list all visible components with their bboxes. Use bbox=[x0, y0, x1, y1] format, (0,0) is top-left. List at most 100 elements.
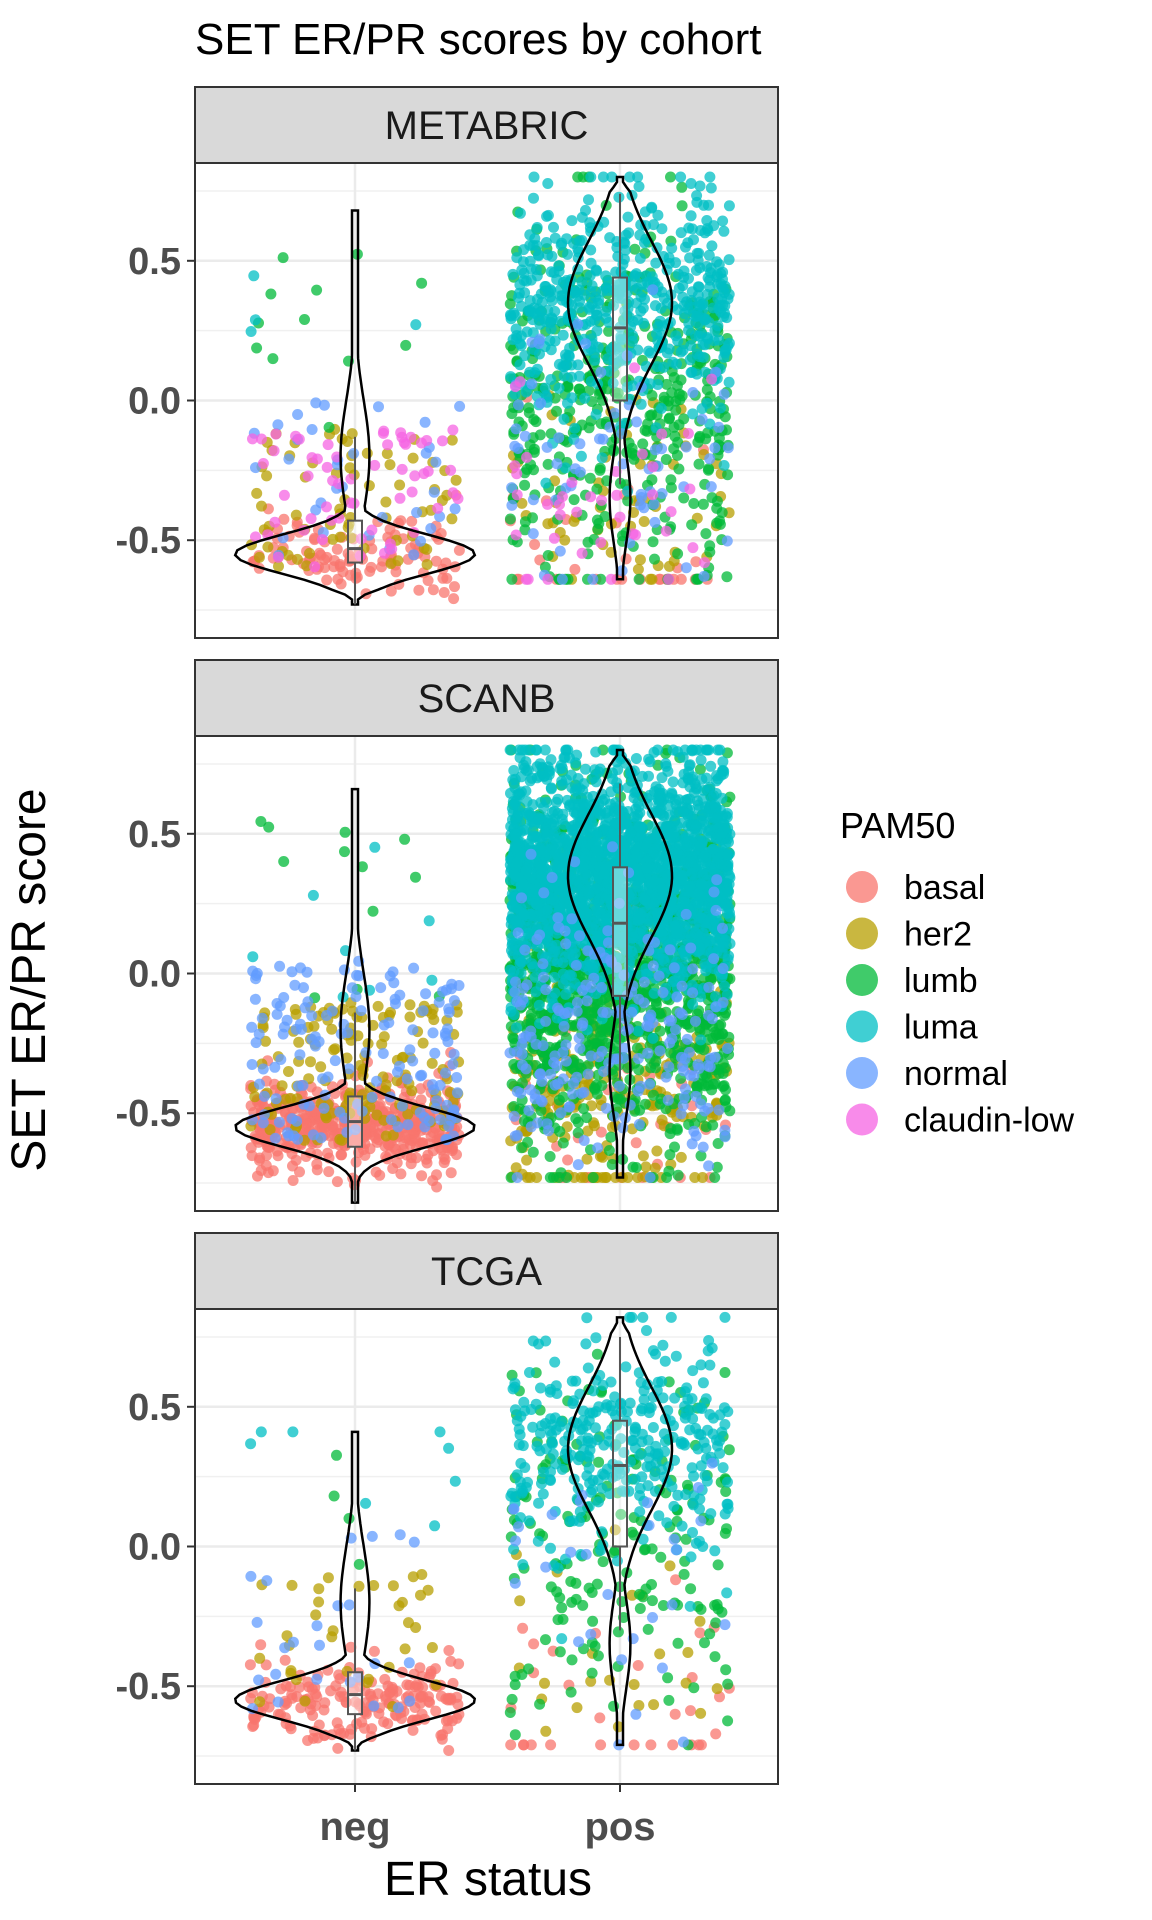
data-point bbox=[641, 425, 653, 437]
data-point bbox=[629, 270, 641, 281]
y-tick-label: -0.5 bbox=[116, 520, 181, 562]
data-point bbox=[704, 274, 716, 286]
data-point bbox=[688, 498, 700, 509]
data-point bbox=[377, 1048, 389, 1059]
data-point bbox=[723, 288, 735, 300]
data-point bbox=[510, 529, 522, 541]
data-point bbox=[413, 584, 425, 596]
data-point bbox=[329, 1055, 341, 1067]
data-point bbox=[450, 474, 462, 486]
data-point bbox=[632, 1172, 644, 1183]
data-point bbox=[390, 566, 402, 578]
data-point bbox=[267, 1165, 279, 1177]
data-point bbox=[435, 528, 447, 539]
data-point bbox=[551, 458, 563, 470]
data-point bbox=[519, 479, 531, 491]
data-point bbox=[649, 444, 661, 456]
data-point bbox=[713, 259, 725, 271]
data-point bbox=[686, 519, 698, 531]
data-point bbox=[633, 181, 645, 192]
data-point bbox=[541, 441, 553, 453]
data-point bbox=[439, 1027, 451, 1039]
data-point bbox=[392, 1121, 404, 1133]
data-point bbox=[669, 1141, 680, 1153]
data-point bbox=[527, 512, 538, 524]
data-point bbox=[595, 366, 607, 378]
data-point bbox=[724, 1105, 736, 1117]
data-point bbox=[655, 403, 667, 414]
data-point bbox=[407, 1024, 419, 1036]
data-point bbox=[415, 535, 426, 547]
data-point bbox=[600, 305, 612, 317]
data-point bbox=[401, 1073, 413, 1085]
data-point bbox=[520, 573, 532, 585]
points bbox=[245, 744, 736, 1193]
data-point bbox=[627, 335, 638, 347]
data-point bbox=[713, 421, 725, 433]
data-point bbox=[380, 496, 392, 508]
data-point bbox=[579, 289, 590, 301]
data-point bbox=[678, 413, 690, 425]
facet-strip-label: SCANB bbox=[418, 677, 556, 721]
data-point bbox=[706, 1084, 718, 1096]
panel-border bbox=[194, 162, 779, 639]
data-point bbox=[310, 397, 322, 409]
data-point bbox=[560, 353, 572, 364]
data-point bbox=[533, 250, 545, 262]
data-point bbox=[426, 1057, 438, 1069]
data-point bbox=[672, 1169, 684, 1181]
data-point bbox=[635, 499, 646, 511]
data-point bbox=[339, 826, 351, 838]
data-point bbox=[379, 547, 390, 559]
data-point bbox=[290, 430, 302, 442]
data-point bbox=[448, 593, 460, 605]
data-point bbox=[274, 1000, 286, 1012]
data-point bbox=[556, 491, 568, 503]
data-point bbox=[672, 548, 684, 560]
data-point bbox=[428, 486, 440, 498]
data-point bbox=[511, 468, 523, 480]
data-point bbox=[273, 1116, 285, 1128]
data-point bbox=[562, 248, 573, 260]
data-point bbox=[410, 1152, 422, 1164]
data-point bbox=[588, 1120, 600, 1132]
data-point bbox=[640, 1161, 652, 1173]
data-point bbox=[664, 412, 675, 424]
data-point bbox=[510, 323, 522, 335]
data-point bbox=[246, 1059, 258, 1070]
data-point bbox=[435, 1114, 446, 1126]
data-point bbox=[612, 387, 624, 399]
data-point bbox=[670, 330, 682, 342]
data-point bbox=[610, 466, 622, 477]
data-point bbox=[504, 298, 516, 310]
data-point bbox=[599, 1172, 611, 1183]
data-point bbox=[603, 365, 615, 377]
data-point bbox=[677, 291, 689, 303]
data-point bbox=[441, 572, 453, 584]
data-point bbox=[318, 399, 330, 411]
data-point bbox=[289, 1004, 301, 1015]
data-point bbox=[651, 1145, 663, 1157]
data-point bbox=[315, 1132, 327, 1144]
data-point bbox=[671, 380, 683, 392]
data-point bbox=[665, 474, 677, 486]
box bbox=[612, 276, 628, 402]
x-axis-title: ER status bbox=[384, 1853, 592, 1906]
data-point bbox=[443, 1003, 455, 1015]
data-point bbox=[553, 265, 565, 277]
data-point bbox=[632, 171, 644, 183]
data-point bbox=[427, 584, 439, 596]
data-point bbox=[348, 448, 360, 459]
data-point bbox=[603, 316, 615, 328]
data-point bbox=[637, 438, 649, 450]
data-point bbox=[714, 515, 726, 527]
data-point bbox=[269, 516, 281, 528]
data-point bbox=[540, 237, 552, 248]
data-point bbox=[449, 503, 461, 515]
data-point bbox=[527, 494, 539, 506]
data-point bbox=[634, 1104, 646, 1116]
data-point bbox=[249, 1091, 261, 1103]
data-point bbox=[422, 465, 434, 477]
data-point bbox=[290, 509, 302, 521]
data-point bbox=[660, 525, 672, 537]
